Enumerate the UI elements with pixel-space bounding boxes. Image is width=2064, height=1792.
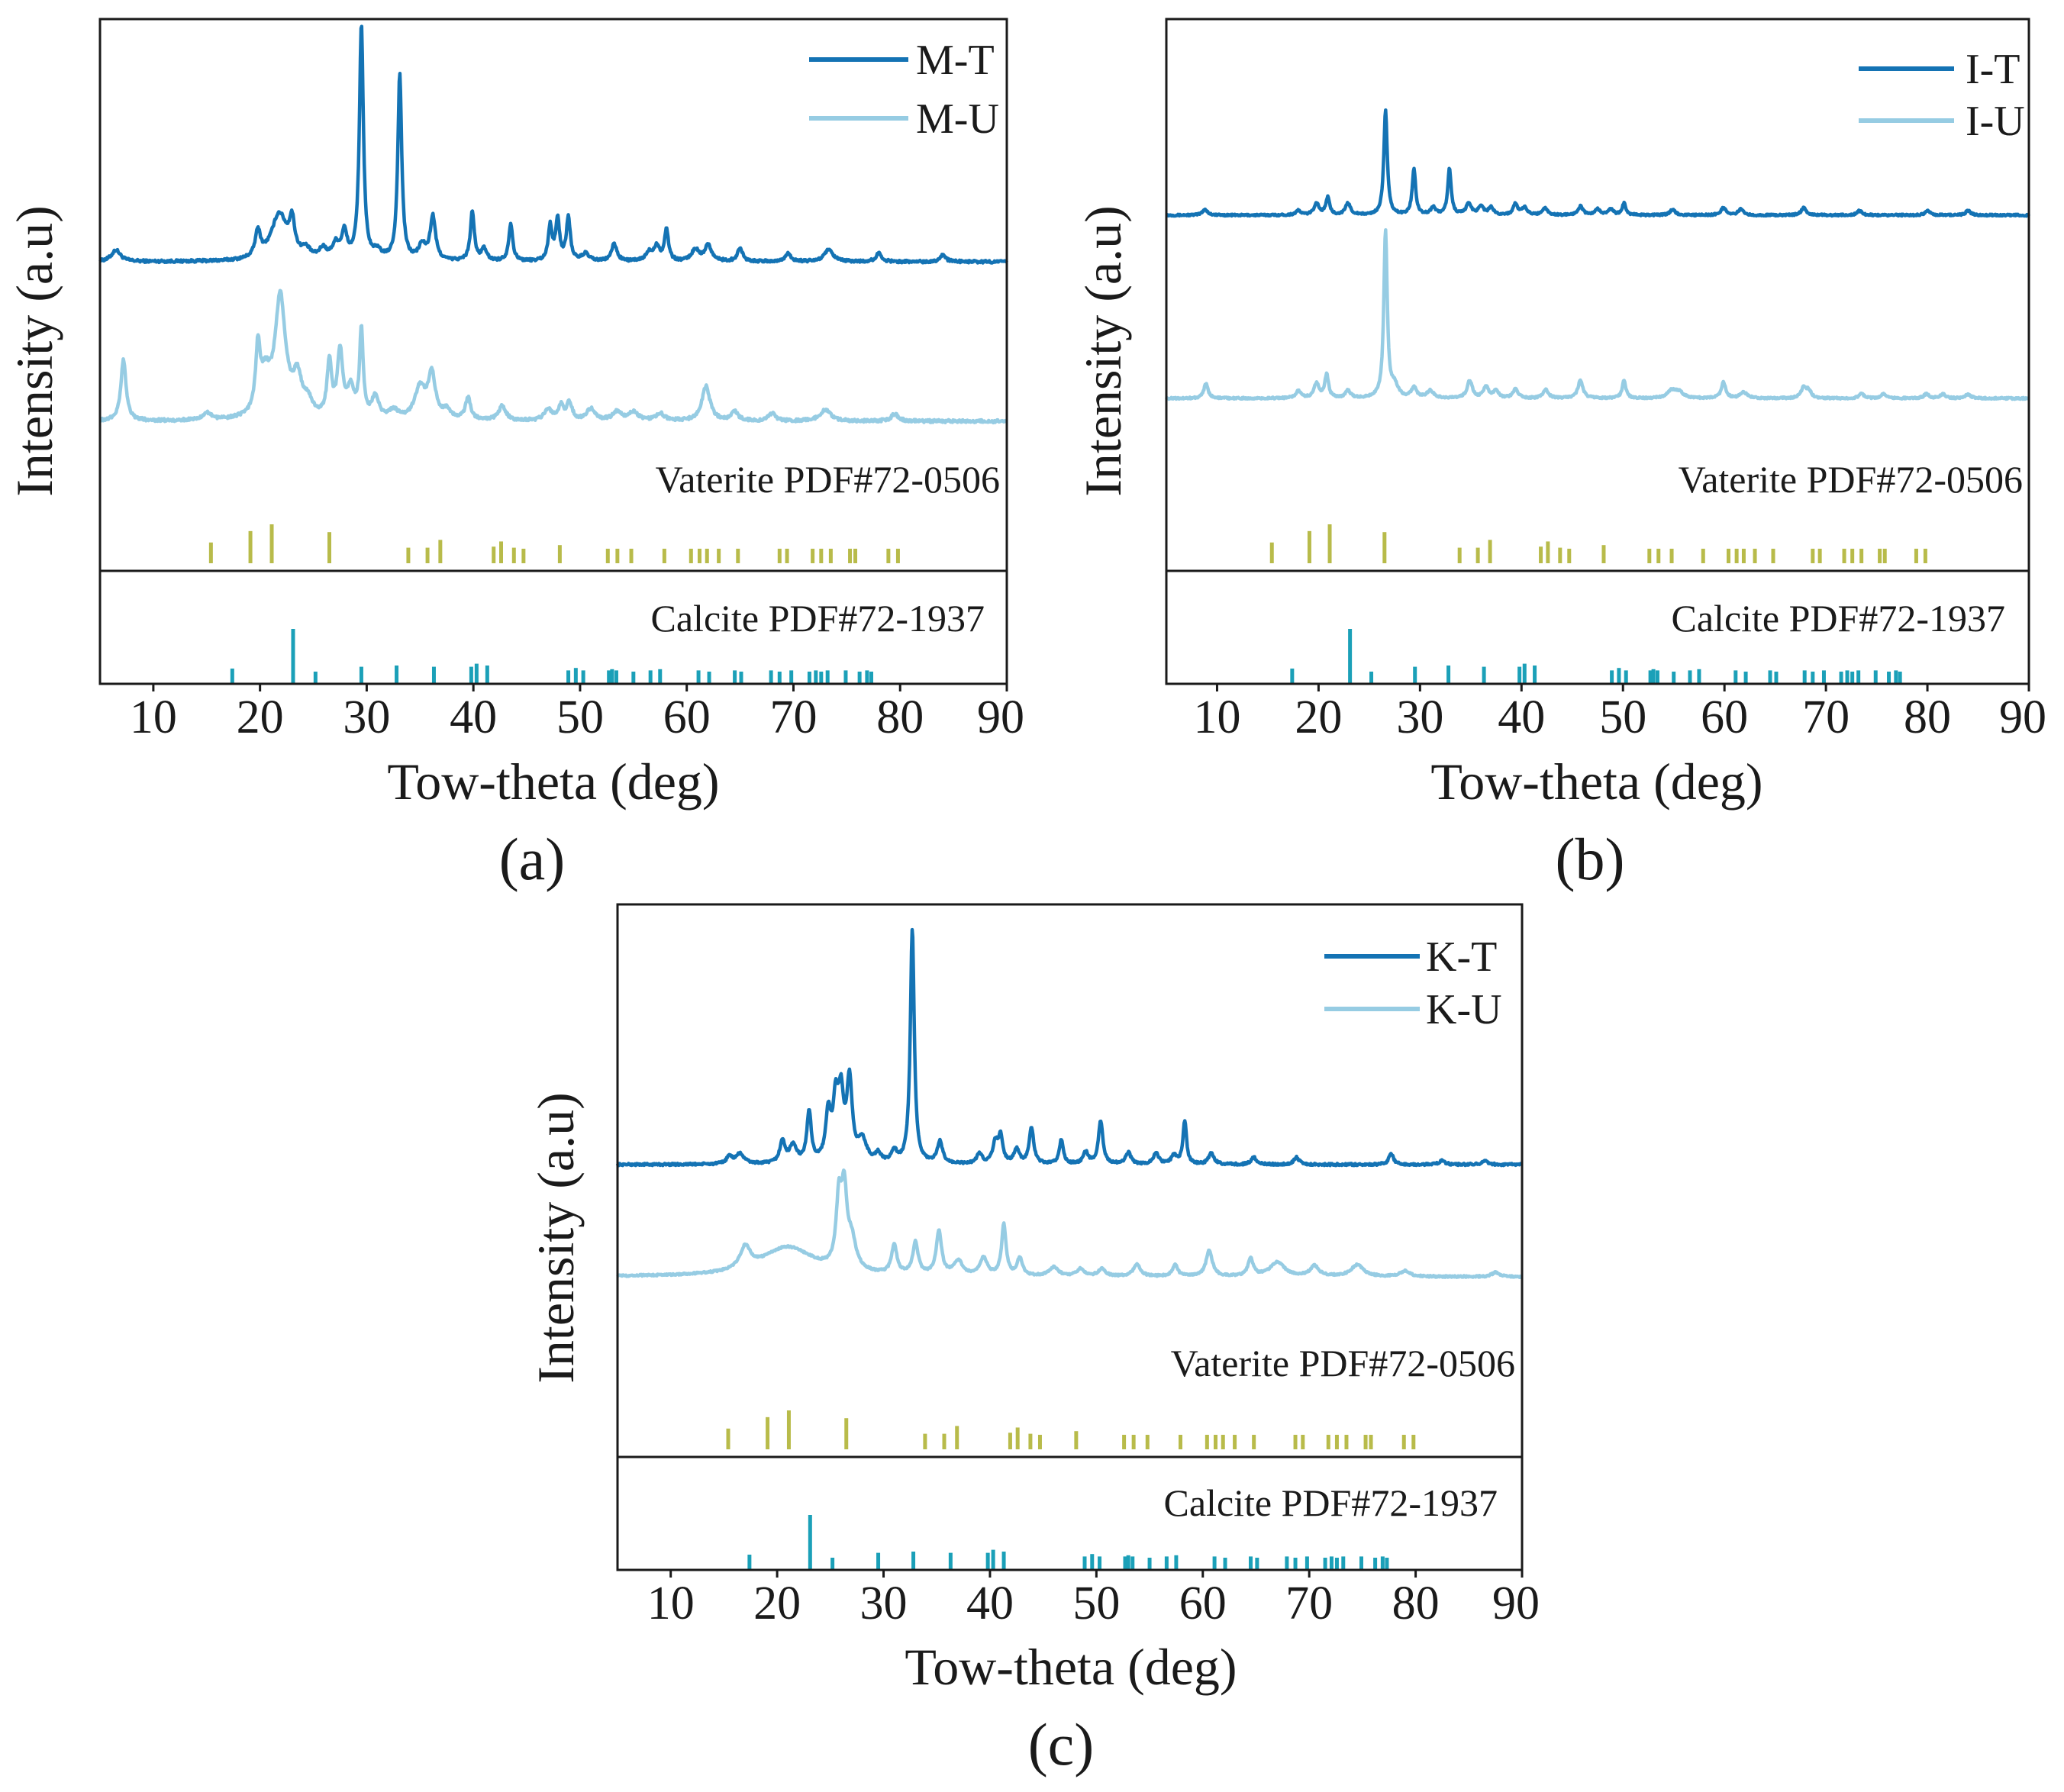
vaterite-label: Vaterite PDF#72-0506	[1679, 458, 2023, 501]
x-tick-label: 70	[1802, 691, 1850, 743]
legend-label-i-t: I-T	[1966, 46, 2020, 93]
x-tick-label: 20	[753, 1578, 801, 1629]
panel-c-frame	[616, 903, 1524, 1571]
series-m-t-line	[98, 24, 1008, 265]
panel-b-legend: I-T I-U	[1859, 46, 2025, 145]
x-tick-label: 30	[343, 691, 390, 743]
x-tick-label: 20	[1295, 691, 1342, 743]
calcite-label: Calcite PDF#72-1937	[1164, 1481, 1498, 1524]
series-i-t-line	[1165, 108, 2031, 218]
series-i-u-line	[1164, 228, 2030, 401]
x-tick-label: 80	[1392, 1578, 1440, 1629]
x-tick-label: 80	[1904, 691, 1951, 743]
x-tick-label: 50	[556, 691, 604, 743]
panel-b-x-ticks: 10 20 30 40 50 60 70 80 90	[1193, 684, 2046, 743]
legend-label-m-t: M-T	[916, 37, 995, 84]
x-tick-label: 10	[647, 1578, 695, 1629]
panel-c-caption: (c)	[1028, 1711, 1095, 1777]
x-tick-label: 80	[876, 691, 924, 743]
panel-c-x-axis-label: Tow-theta (deg)	[905, 1638, 1237, 1696]
x-tick-label: 30	[860, 1578, 908, 1629]
calcite-label: Calcite PDF#72-1937	[1672, 597, 2005, 640]
panel-a-legend: M-T M-U	[809, 37, 999, 143]
x-tick-label: 90	[1999, 691, 2046, 743]
x-tick-label: 70	[1285, 1578, 1333, 1629]
panel-b-frame	[1165, 18, 2030, 685]
x-tick-label: 20	[237, 691, 284, 743]
x-tick-label: 60	[1701, 691, 1748, 743]
x-tick-label: 50	[1072, 1578, 1120, 1629]
x-tick-label: 40	[1498, 691, 1545, 743]
panel-c-y-axis-label: Intensity (a.u)	[527, 1092, 585, 1383]
panel-a-x-ticks: 10 20 30 40 50 60 70 80 90	[130, 684, 1024, 743]
panel-b: 10 20 30 40 50 60 70 80 90 I-T I-U Vaterite PDF#…	[1074, 18, 2046, 892]
panel-c-content	[615, 927, 1524, 1570]
x-tick-label: 10	[1193, 691, 1240, 743]
x-tick-label: 60	[1179, 1578, 1227, 1629]
legend-label-i-u: I-U	[1966, 98, 2025, 145]
x-tick-label: 30	[1396, 691, 1443, 743]
x-tick-label: 10	[130, 691, 177, 743]
panel-a-caption: (a)	[499, 826, 566, 892]
vaterite-label: Vaterite PDF#72-0506	[656, 458, 1000, 501]
panel-c-legend: K-T K-U	[1324, 933, 1502, 1033]
panel-c: 10 20 30 40 50 60 70 80 90 K-T K-U Vaterite PDF#…	[527, 903, 1540, 1777]
panel-b-caption: (b)	[1556, 826, 1625, 892]
panel-b-x-axis-label: Tow-theta (deg)	[1430, 753, 1762, 811]
vaterite-label: Vaterite PDF#72-0506	[1171, 1342, 1515, 1384]
x-tick-label: 70	[769, 691, 817, 743]
panel-b-y-axis-label: Intensity (a.u)	[1074, 205, 1132, 496]
x-tick-label: 90	[1492, 1578, 1540, 1629]
series-m-u-line	[98, 288, 1008, 425]
panel-a-frame	[98, 18, 1008, 685]
calcite-label: Calcite PDF#72-1937	[651, 597, 985, 640]
series-k-u-line	[616, 1168, 1524, 1279]
panel-a-content	[98, 24, 1008, 684]
x-tick-label: 40	[450, 691, 497, 743]
legend-label-m-u: M-U	[916, 95, 999, 143]
x-tick-label: 50	[1599, 691, 1646, 743]
legend-label-k-t: K-T	[1426, 933, 1497, 981]
x-tick-label: 90	[977, 691, 1024, 743]
panel-b-content	[1164, 108, 2031, 684]
series-k-t-line	[615, 927, 1524, 1168]
x-tick-label: 40	[966, 1578, 1014, 1629]
x-tick-label: 60	[663, 691, 711, 743]
panel-a-y-axis-label: Intensity (a.u)	[5, 205, 63, 496]
panel-c-x-ticks: 10 20 30 40 50 60 70 80 90	[647, 1570, 1540, 1629]
panel-a: 10 20 30 40 50 60 70 80 90 M-T M-U Vaterite PDF#…	[5, 18, 1024, 892]
panel-a-x-axis-label: Tow-theta (deg)	[387, 753, 719, 811]
legend-label-k-u: K-U	[1426, 986, 1502, 1033]
